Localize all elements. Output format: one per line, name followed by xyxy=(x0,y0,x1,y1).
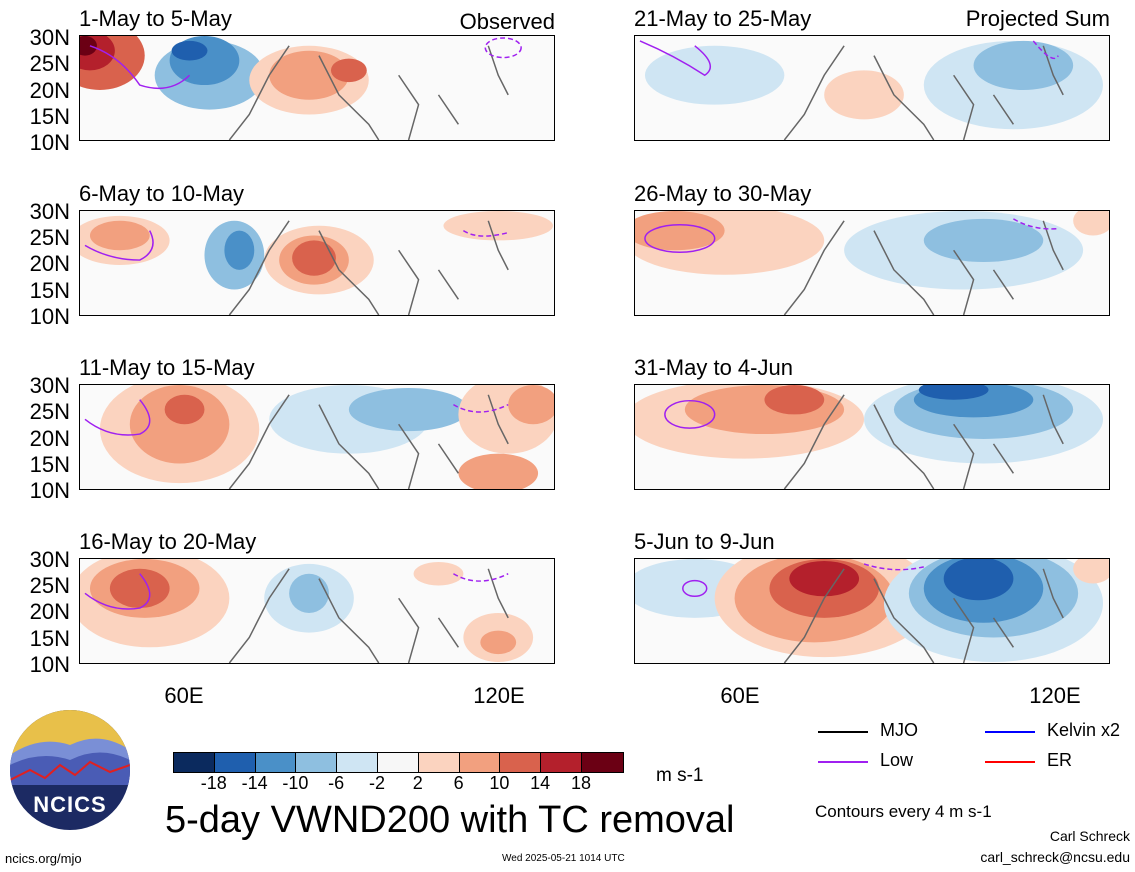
panel-title-2: 6-May to 10-May xyxy=(79,181,245,206)
colorbar-swatch xyxy=(174,753,215,772)
site-link[interactable]: ncics.org/mjo xyxy=(5,851,82,866)
colorbar-swatch xyxy=(255,753,297,772)
panel-2 xyxy=(79,210,555,316)
panel-7 xyxy=(634,384,1110,490)
colorbar-swatch xyxy=(296,753,338,772)
colorbar-tick-label: -14 xyxy=(241,773,268,793)
colorbar-tick-label: 18 xyxy=(570,773,592,793)
author: Carl Schreck xyxy=(1049,828,1130,844)
panel-4 xyxy=(79,558,555,664)
legend-line-kelvin xyxy=(985,731,1035,733)
colorbar-tick-label: 14 xyxy=(530,773,551,793)
panel-title-3: 11-May to 15-May xyxy=(79,355,255,380)
colorbar-tick-label: -10 xyxy=(282,773,309,793)
contour-note: Contours every 4 m s-1 xyxy=(815,802,992,821)
map-8 xyxy=(635,559,1109,663)
map-3 xyxy=(84,385,554,489)
timestamp: Wed 2025-05-21 1014 UTC xyxy=(502,853,625,864)
panel-title-1: 1-May to 5-May xyxy=(79,6,232,31)
colorbar-tick-label: -18 xyxy=(200,773,227,793)
observed-label: Observed xyxy=(459,9,555,34)
map-1 xyxy=(80,36,522,140)
map-2 xyxy=(80,211,554,315)
colorbar-units: m s-1 xyxy=(656,765,704,786)
panel-title-4: 16-May to 20-May xyxy=(79,529,257,554)
colorbar-swatch xyxy=(459,753,501,772)
colorbar xyxy=(173,752,624,773)
map-5 xyxy=(639,40,1104,140)
legend-label-kelvin: Kelvin x2 xyxy=(1047,720,1121,740)
panel-8 xyxy=(634,558,1110,664)
panel-6 xyxy=(634,210,1110,316)
colorbar-swatch xyxy=(500,753,542,772)
legend-label-er: ER xyxy=(1047,750,1073,770)
x-tick-right-120e: 120E xyxy=(1029,683,1081,708)
ncics-logo: NCICS xyxy=(10,710,130,830)
projected-label: Projected Sum xyxy=(965,6,1110,31)
panel-title-5: 21-May to 25-May xyxy=(634,6,812,31)
x-tick-left-120e: 120E xyxy=(473,683,525,708)
colorbar-tick-label: -2 xyxy=(368,773,385,793)
legend-line-er xyxy=(985,761,1035,763)
map-7 xyxy=(635,385,1103,489)
panel-1 xyxy=(79,35,555,141)
colorbar-swatch xyxy=(377,753,419,772)
panel-title-6: 26-May to 30-May xyxy=(634,181,812,206)
colorbar-tick-label: 10 xyxy=(489,773,510,793)
colorbar-swatch xyxy=(418,753,460,772)
legend-line-mjo xyxy=(818,731,868,733)
main-title: 5-day VWND200 with TC removal xyxy=(165,799,735,841)
legend-label-low: Low xyxy=(880,750,914,770)
map-4 xyxy=(80,559,534,663)
colorbar-tick-label: 2 xyxy=(412,773,423,793)
logo-text: NCICS xyxy=(33,792,107,817)
colorbar-tick-label: -6 xyxy=(328,773,345,793)
email[interactable]: carl_schreck@ncsu.edu xyxy=(980,849,1130,865)
x-tick-left-60e: 60E xyxy=(164,683,204,708)
panel-5 xyxy=(634,35,1110,141)
panel-title-8: 5-Jun to 9-Jun xyxy=(634,529,775,554)
colorbar-swatch xyxy=(581,753,623,772)
colorbar-tick-label: 6 xyxy=(453,773,464,793)
colorbar-swatch xyxy=(337,753,378,772)
map-6 xyxy=(635,211,1109,315)
panel-3 xyxy=(79,384,555,490)
colorbar-swatch xyxy=(214,753,256,772)
x-tick-right-60e: 60E xyxy=(720,683,760,708)
panel-title-7: 31-May to 4-Jun xyxy=(634,355,793,380)
legend-line-low xyxy=(818,761,868,763)
legend-label-mjo: MJO xyxy=(880,720,918,740)
colorbar-swatch xyxy=(541,753,582,772)
